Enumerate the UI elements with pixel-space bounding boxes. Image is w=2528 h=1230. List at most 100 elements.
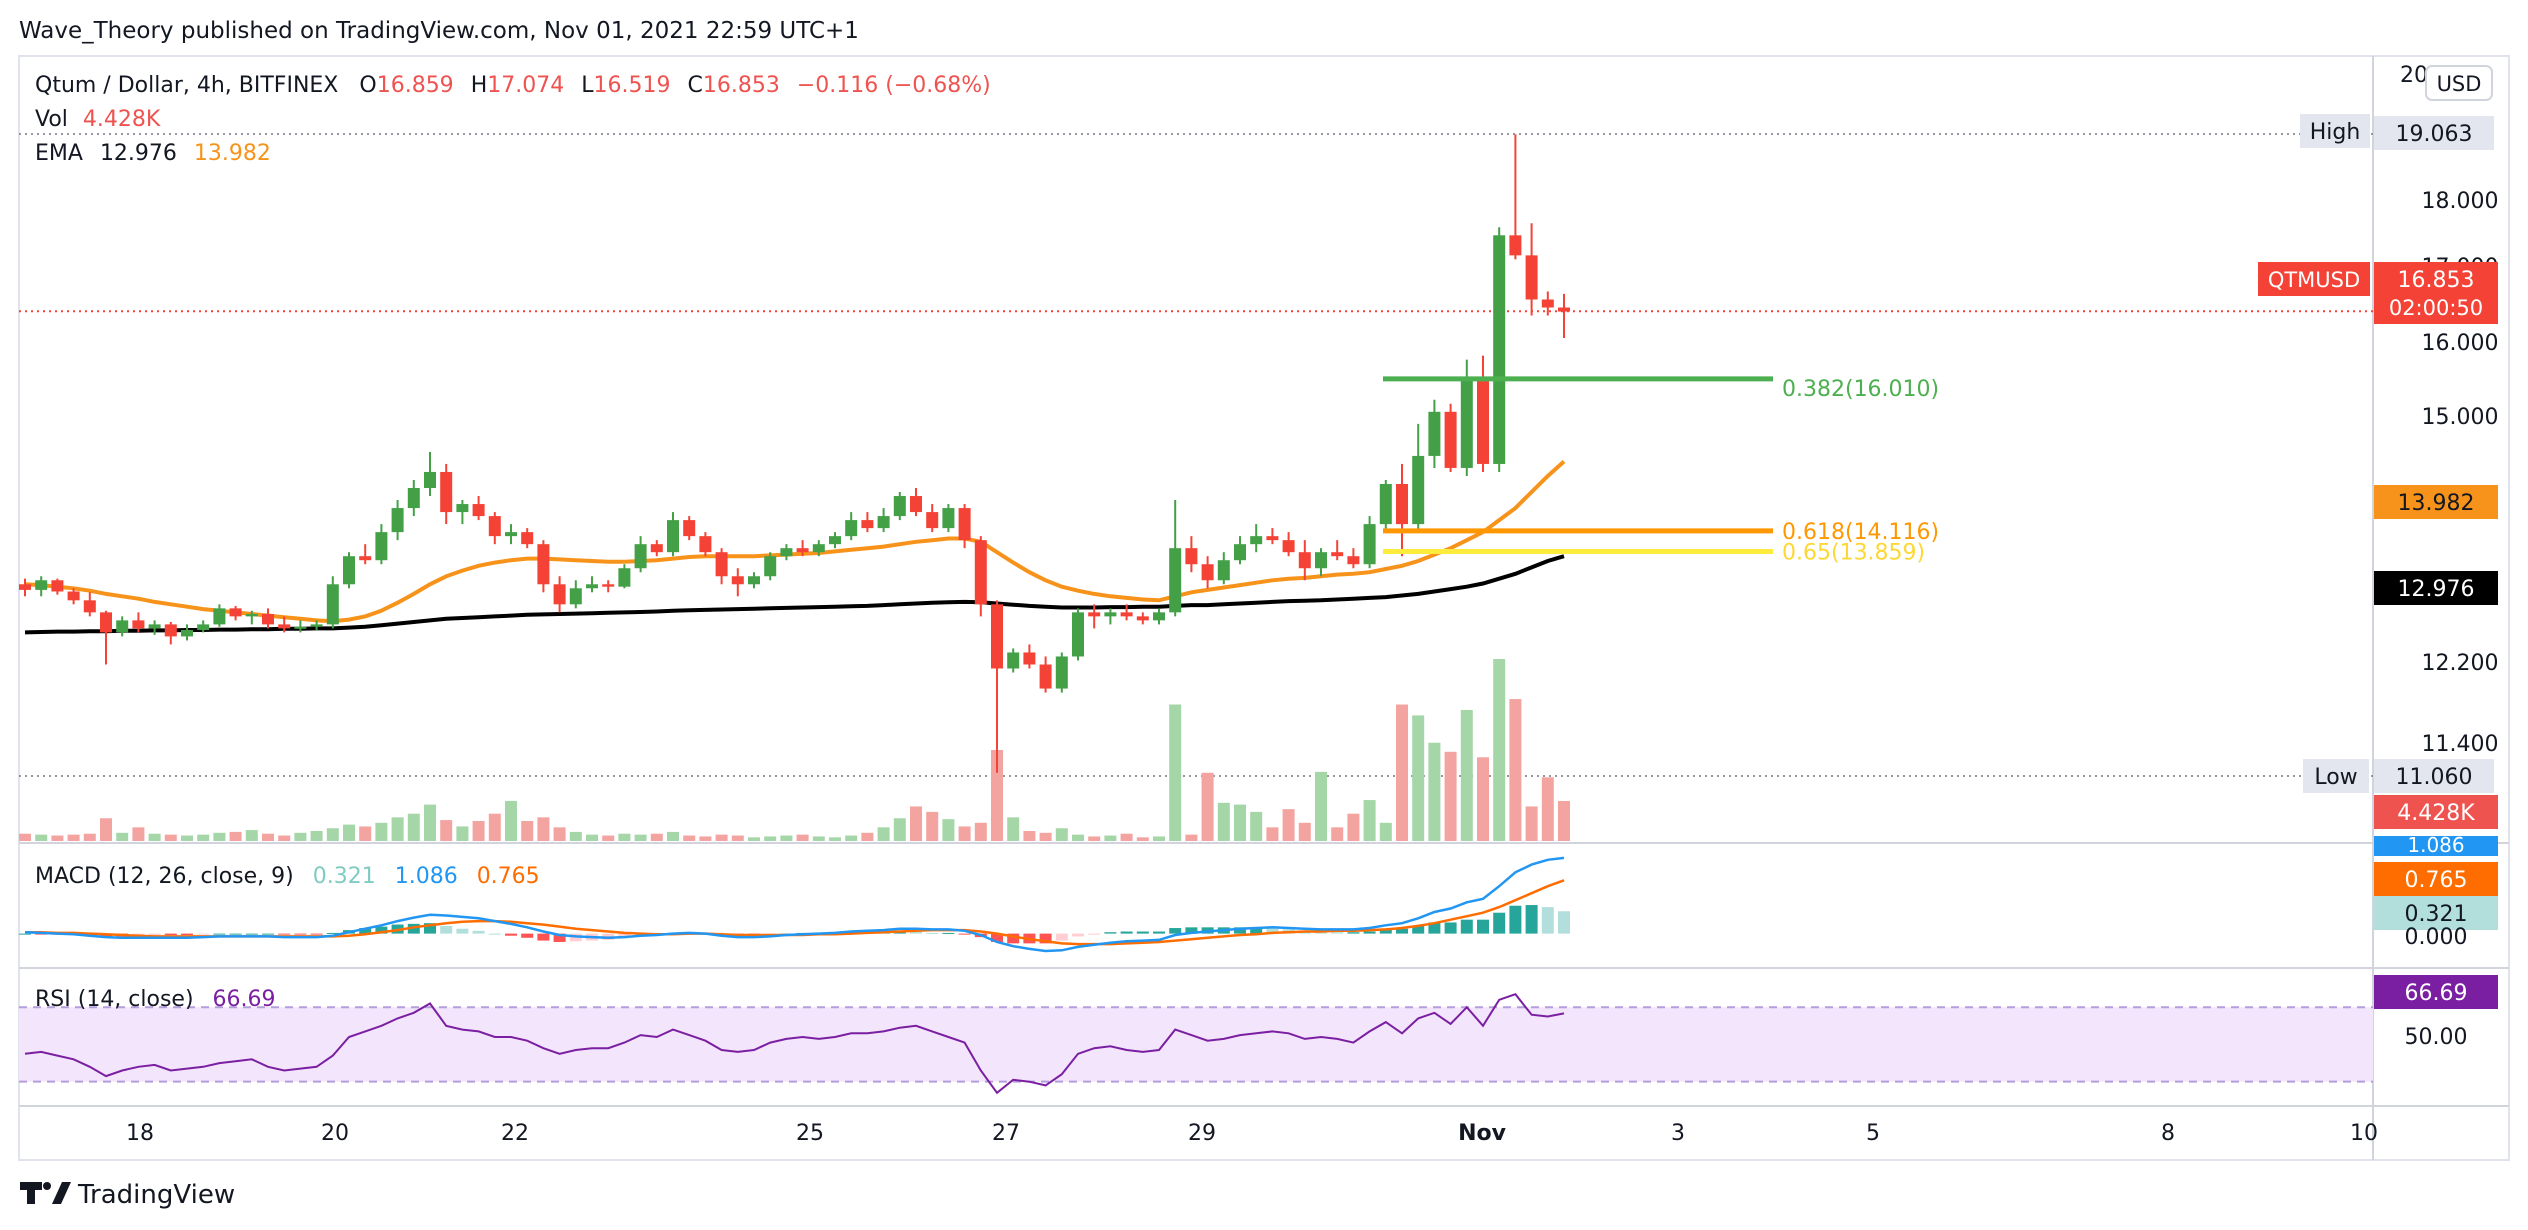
time-axis[interactable]: 18 20 22 25 27 29 Nov 3 5 8 10 <box>126 1121 2378 1146</box>
price-axis[interactable]: 20 18.000 16.000 15.000 12.200 11.400 <box>2400 63 2498 757</box>
symbol-legend[interactable]: Qtum / Dollar, 4h, BITFINEX O16.859 H17.… <box>35 73 991 98</box>
volume-bar <box>1039 832 1052 841</box>
candle-body <box>1201 564 1214 581</box>
macd-histogram-bar <box>359 928 372 934</box>
macd-histogram-bar <box>521 933 534 938</box>
time-label-8: 8 <box>2161 1121 2175 1146</box>
rsi-legend[interactable]: RSI (14, close) 66.69 <box>35 987 276 1012</box>
macd-line <box>24 856 1565 953</box>
macd-histogram-bar <box>213 933 226 935</box>
macd-histogram-bar <box>245 933 258 935</box>
price-tick-11-4: 11.400 <box>2422 732 2499 757</box>
volume-bar <box>35 834 48 841</box>
candle-body <box>164 624 177 637</box>
volume-bar <box>100 818 112 841</box>
time-label-5: 5 <box>1866 1121 1880 1146</box>
candle-body <box>1493 235 1506 464</box>
candle-body <box>991 604 1003 669</box>
volume-bar <box>1153 836 1165 841</box>
macd-histogram-bar <box>229 933 242 935</box>
ema-fast-tag-box <box>2374 485 2498 519</box>
macd-histogram-bar <box>197 933 210 935</box>
candle-body <box>1396 483 1408 525</box>
volume-bar <box>83 833 96 841</box>
volume-tag-box <box>2374 795 2498 829</box>
fib-levels[interactable]: 0.382(16.010) 0.618(14.116)0.65(13.859) <box>1383 376 1939 566</box>
candle-body <box>731 576 744 585</box>
volume-bar <box>764 836 777 841</box>
candle-body <box>456 504 469 513</box>
ema-fast-tag: 13.982 <box>2398 491 2475 516</box>
volume-bar <box>634 834 647 841</box>
macd-histogram-bar <box>456 928 469 934</box>
candle-body <box>829 536 841 545</box>
candle-body <box>1412 455 1425 525</box>
candle-body <box>553 584 566 605</box>
rsi-pane <box>24 993 1565 1095</box>
candle-body <box>1055 656 1068 689</box>
symbol-tag: QTMUSD <box>2268 268 2360 292</box>
legend-ema-slow: 12.976 <box>100 141 177 166</box>
macd-histogram-bar <box>1153 931 1165 934</box>
volume-bar <box>796 834 809 841</box>
macd-histogram-bar <box>1460 919 1473 934</box>
volume-legend[interactable]: Vol 4.428K <box>35 107 161 132</box>
price-tick-15: 15.000 <box>2422 405 2499 430</box>
tradingview-logo[interactable]: TradingView <box>20 1180 235 1210</box>
candle-body <box>1023 652 1036 665</box>
volume-bar <box>424 804 436 841</box>
macd-histogram-bar <box>1331 932 1344 934</box>
volume-bar <box>1136 837 1149 841</box>
macd-histogram-bar <box>1444 922 1457 934</box>
candle-body <box>116 620 129 633</box>
candle-body <box>310 624 323 627</box>
volume-bar <box>1558 800 1570 841</box>
candle-body <box>942 508 955 529</box>
low-value: 11.060 <box>2396 765 2473 790</box>
macd-histogram-bar <box>1363 931 1376 934</box>
legend-rsi-value: 66.69 <box>213 987 276 1012</box>
candle-body <box>861 520 874 529</box>
macd-histogram-bar <box>1104 932 1117 934</box>
macd-histogram-bar <box>1541 907 1554 934</box>
volume-bar <box>391 817 404 841</box>
candle-body <box>343 556 355 585</box>
macd-histogram-bar <box>19 933 31 935</box>
candle-body <box>1234 544 1246 561</box>
candle-body <box>1428 411 1441 456</box>
volume-bar <box>667 831 679 841</box>
volume-bar <box>1412 715 1425 841</box>
volume-bar <box>829 837 841 841</box>
volume-bar <box>67 834 80 841</box>
candle-body <box>1104 612 1117 617</box>
candle-body <box>1460 379 1473 468</box>
volume-bar <box>553 827 566 841</box>
legend-close-value: 16.853 <box>703 73 780 98</box>
candle-body <box>1282 540 1295 553</box>
macd-legend[interactable]: MACD (12, 26, close, 9) 0.321 1.086 0.76… <box>35 864 540 889</box>
volume-bar <box>1347 813 1360 841</box>
legend-change: −0.116 (−0.68%) <box>797 73 991 98</box>
ema-legend[interactable]: EMA 12.976 13.982 <box>35 141 271 166</box>
price-tick-16: 16.000 <box>2422 331 2499 356</box>
tv-logo-dot <box>43 1182 51 1190</box>
volume-bar <box>602 835 615 841</box>
volume-bar <box>893 818 906 841</box>
volume-bar <box>1201 772 1214 841</box>
volume-bar <box>375 822 388 841</box>
macd-histogram-bar <box>1072 933 1084 937</box>
volume-bar <box>1250 811 1263 841</box>
candle-body <box>569 588 582 605</box>
candle-body <box>1250 536 1263 545</box>
volume-bar <box>715 834 728 841</box>
last-price-box <box>2374 262 2498 324</box>
candles[interactable] <box>19 134 1570 773</box>
candle-body <box>326 584 339 625</box>
candle-body <box>1298 552 1311 569</box>
currency-badge[interactable] <box>2425 65 2493 101</box>
candle-body <box>1007 652 1020 669</box>
macd-histogram-bar <box>1088 933 1101 935</box>
currency-label: USD <box>2437 72 2482 96</box>
candle-body <box>521 532 534 545</box>
